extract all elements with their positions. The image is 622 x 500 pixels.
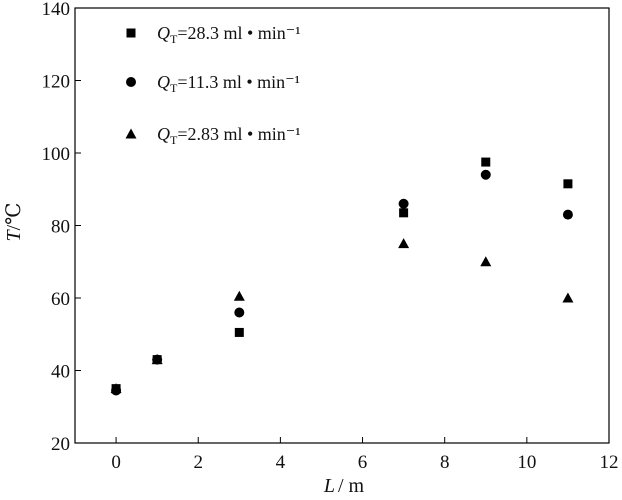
legend-square-marker (126, 28, 136, 38)
legend-value: =28.3 ml • min⁻¹ (177, 23, 300, 43)
y-tick-label: 120 (42, 72, 71, 93)
circle-point (562, 209, 573, 220)
x-axis-unit: / m (338, 475, 365, 497)
y-tick-label: 140 (42, 0, 71, 20)
x-tick-label: 4 (276, 452, 286, 473)
x-axis-label: L / m (323, 475, 365, 497)
legend: QT=28.3 ml • min⁻¹QT=11.3 ml • min⁻¹QT=2… (125, 23, 301, 147)
legend-value: =11.3 ml • min⁻¹ (177, 72, 300, 92)
legend-subscript: T (170, 133, 178, 147)
x-tick-label: 2 (193, 452, 203, 473)
y-tick-label: 100 (42, 144, 71, 165)
square-point (234, 327, 244, 337)
triangle-point (233, 290, 245, 301)
axis-ticks (75, 7, 610, 444)
x-tick-label: 0 (111, 452, 121, 473)
legend-item: QT=2.83 ml • min⁻¹ (125, 124, 301, 147)
legend-label: QT=28.3 ml • min⁻¹ (157, 23, 301, 46)
triangle-point (110, 383, 122, 394)
triangle-point (398, 238, 410, 249)
legend-circle-marker (126, 77, 136, 87)
y-tick-label: 20 (51, 434, 70, 455)
legend-label: QT=11.3 ml • min⁻¹ (157, 72, 300, 95)
plot-frame (74, 7, 610, 444)
x-tick-label: 12 (600, 452, 619, 473)
y-axis-label: T/℃ (3, 202, 25, 241)
x-tick-label: 8 (440, 452, 450, 473)
legend-triangle-marker (125, 128, 137, 139)
data-points (110, 157, 574, 396)
y-axis-unit: /℃ (3, 202, 25, 230)
legend-variable: Q (157, 23, 170, 43)
circle-point (234, 307, 245, 318)
series-circle (111, 169, 573, 396)
triangle-point (151, 354, 163, 365)
legend-value: =2.83 ml • min⁻¹ (177, 124, 300, 144)
triangle-point (480, 256, 492, 267)
legend-item: QT=11.3 ml • min⁻¹ (126, 72, 300, 95)
x-tick-label: 6 (358, 452, 368, 473)
legend-subscript: T (170, 32, 178, 46)
y-tick-label: 60 (51, 289, 70, 310)
square-point (563, 179, 573, 189)
series-triangle (110, 238, 574, 394)
x-tick-label: 10 (517, 452, 536, 473)
square-point (399, 208, 409, 218)
x-axis-variable: L (323, 475, 335, 497)
square-point (481, 157, 491, 167)
triangle-point (562, 292, 574, 303)
y-tick-label: 40 (51, 362, 70, 383)
legend-subscript: T (170, 81, 178, 95)
series-square (111, 157, 573, 394)
circle-point (480, 169, 491, 180)
legend-variable: Q (157, 124, 170, 144)
legend-variable: Q (157, 72, 170, 92)
y-axis-variable: T (3, 229, 25, 242)
legend-label: QT=2.83 ml • min⁻¹ (157, 124, 301, 147)
tick-labels: 0 2 4 6 8 10 12 20 40 60 80 100 120 140 (42, 0, 619, 473)
legend-item: QT=28.3 ml • min⁻¹ (126, 23, 301, 46)
circle-point (398, 198, 409, 209)
y-tick-label: 80 (51, 217, 70, 238)
